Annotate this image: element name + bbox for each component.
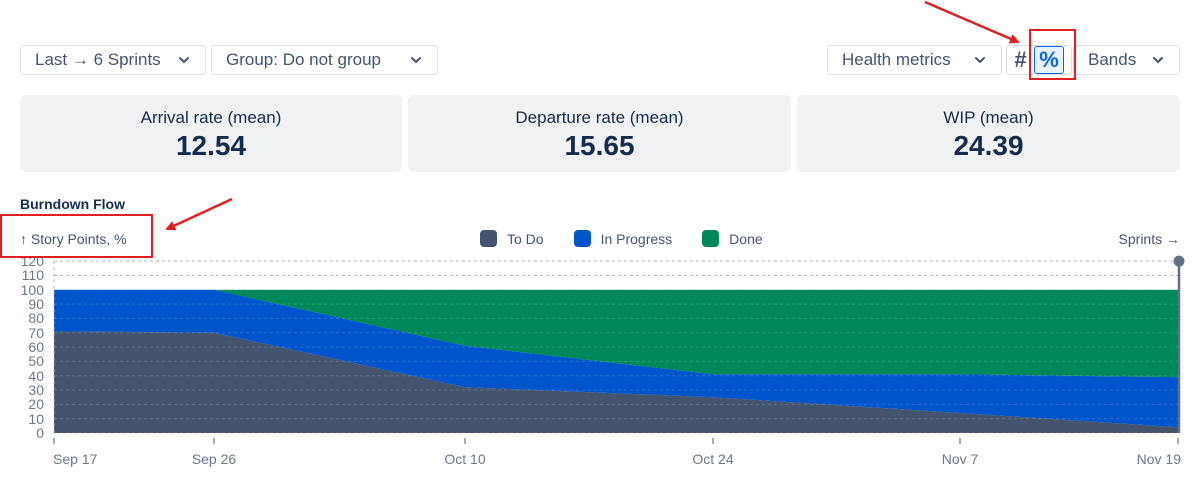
chart-legend: To Do In Progress Done — [480, 230, 793, 247]
x-tick-label: Nov 19 — [1136, 451, 1181, 467]
y-tick-label: 40 — [28, 367, 44, 384]
legend-label: To Do — [507, 230, 544, 247]
y-tick-label: 100 — [20, 281, 44, 298]
y-tick-label: 50 — [28, 353, 44, 370]
health-metrics-label: Health metrics — [842, 50, 951, 69]
metric-value: 12.54 — [175, 130, 247, 161]
y-axis-unit-label: ↑ Story Points, % — [20, 231, 127, 247]
metric-card-arrival-rate: Arrival rate (mean) 12.54 — [20, 95, 402, 172]
chevron-down-icon — [1151, 53, 1165, 67]
area-in-progress — [54, 289, 1178, 428]
legend-swatch-todo — [480, 230, 497, 247]
metric-label: Departure rate (mean) — [515, 108, 684, 127]
x-tick-label: Sep 26 — [191, 451, 237, 467]
legend-label: Done — [729, 230, 763, 247]
annotation-arrow-icon — [165, 197, 233, 231]
bands-label: Bands — [1088, 50, 1137, 69]
x-tick-label: Oct 10 — [444, 451, 486, 467]
x-axis-unit-label: Sprints → — [1118, 231, 1180, 247]
annotation-arrow-icon — [924, 0, 1020, 44]
health-metrics-dropdown[interactable]: Health metrics — [827, 45, 1002, 75]
y-tick-label: 10 — [28, 410, 44, 427]
marker-handle-icon — [1173, 255, 1185, 267]
y-tick-label: 0 — [36, 425, 44, 441]
area-done — [54, 289, 1178, 378]
y-tick-label: 90 — [28, 296, 44, 313]
legend-item-todo[interactable]: To Do — [480, 230, 544, 247]
metric-value: 15.65 — [564, 130, 635, 161]
chevron-down-icon — [973, 53, 987, 67]
x-tick-label: Oct 24 — [692, 451, 734, 467]
chevron-down-icon — [177, 53, 191, 67]
group-by-label: Group: Do not group — [226, 50, 381, 69]
y-tick-label: 60 — [28, 339, 44, 356]
legend-item-in-progress[interactable]: In Progress — [573, 230, 673, 247]
chevron-down-icon — [409, 53, 423, 67]
legend-item-done[interactable]: Done — [702, 230, 763, 247]
chart-title: Burndown Flow — [20, 196, 125, 212]
legend-swatch-done — [702, 230, 720, 247]
legend-label: In Progress — [600, 230, 673, 247]
percent-toggle-button[interactable]: % — [1034, 46, 1064, 74]
count-toggle-button[interactable]: # — [1014, 47, 1027, 72]
metric-label: WIP (mean) — [943, 108, 1034, 127]
sprint-range-label: Last → 6 Sprints — [35, 50, 161, 69]
metric-value: 24.39 — [953, 130, 1024, 161]
x-tick-label: Sep 17 — [53, 451, 98, 467]
y-tick-label: 30 — [28, 382, 44, 399]
x-tick-label: Nov 7 — [941, 451, 979, 467]
legend-swatch-in-progress — [573, 230, 591, 247]
y-tick-label: 70 — [28, 324, 44, 341]
y-tick-label: 110 — [21, 267, 44, 284]
y-tick-label: 20 — [28, 396, 44, 413]
annotation-highlight-y-unit — [0, 214, 153, 258]
annotation-highlight-percent-toggle — [1029, 29, 1076, 80]
metric-card-departure-rate: Departure rate (mean) 15.65 — [408, 95, 791, 172]
sprint-range-dropdown[interactable]: Last → 6 Sprints — [20, 45, 206, 75]
bands-dropdown[interactable]: Bands — [1073, 45, 1180, 75]
metric-card-wip: WIP (mean) 24.39 — [797, 95, 1180, 172]
units-toggle: # % — [1006, 45, 1072, 75]
metric-label: Arrival rate (mean) — [140, 108, 282, 127]
group-by-dropdown[interactable]: Group: Do not group — [211, 45, 438, 75]
area-to-do — [54, 331, 1178, 433]
y-tick-label: 80 — [28, 310, 44, 327]
